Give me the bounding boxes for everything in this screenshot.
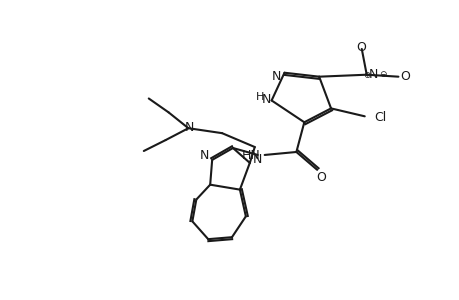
Text: ⊖: ⊖ xyxy=(378,70,386,79)
Text: N: N xyxy=(185,121,194,134)
Text: O: O xyxy=(355,41,365,55)
Text: N: N xyxy=(261,93,271,106)
Text: O: O xyxy=(399,70,409,83)
Text: N: N xyxy=(271,70,280,83)
Text: ⊕: ⊕ xyxy=(362,71,369,80)
Text: HN: HN xyxy=(241,149,260,162)
Text: N: N xyxy=(252,153,262,167)
Text: N: N xyxy=(199,149,208,162)
Text: H: H xyxy=(255,92,263,103)
Text: O: O xyxy=(315,171,325,184)
Text: Cl: Cl xyxy=(374,111,386,124)
Text: N: N xyxy=(368,68,377,81)
